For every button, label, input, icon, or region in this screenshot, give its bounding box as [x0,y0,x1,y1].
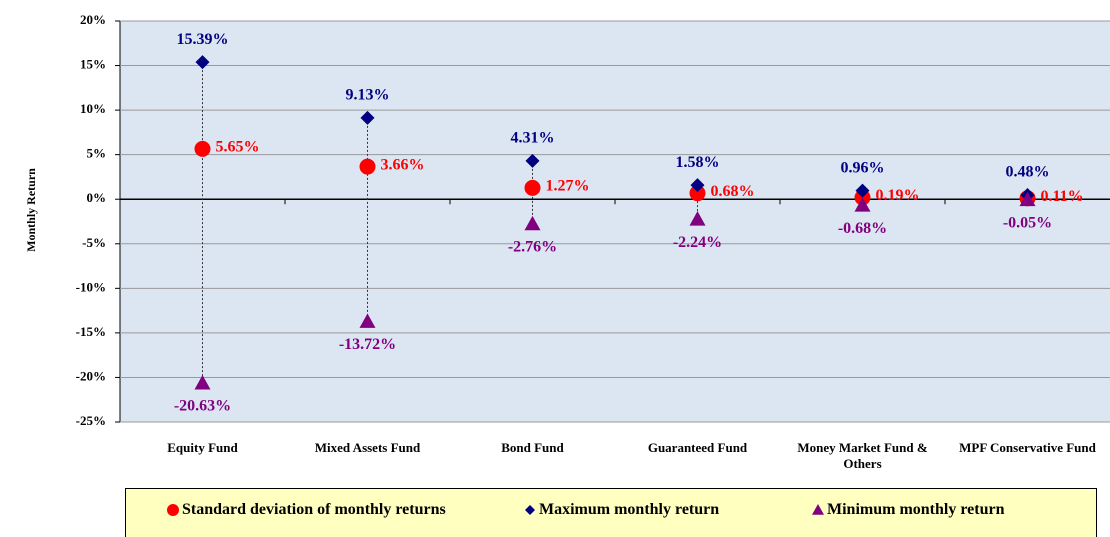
data-label: -2.76% [508,238,557,255]
legend-item: Standard deviation of monthly returns [166,501,446,519]
legend-marker [167,504,179,516]
marker [359,313,376,328]
legend-label: Minimum monthly return [827,501,1005,518]
data-label: 0.48% [1006,164,1050,181]
marker [167,504,179,516]
y-tick-label: -25% [76,413,106,428]
y-tick-label: 0% [87,190,107,205]
marker [855,183,870,198]
legend-marker [812,504,824,515]
legend-label: Standard deviation of monthly returns [182,501,446,518]
y-tick-label: 10% [80,101,106,116]
y-tick-label: -10% [76,279,106,294]
marker [525,505,535,515]
marker [360,110,375,125]
data-label: 9.13% [346,87,390,104]
y-tick-label: -5% [82,235,106,250]
data-label: 1.27% [546,178,590,195]
marker [359,158,376,175]
plot-area [119,20,1110,423]
y-tick-label: -20% [76,368,106,383]
data-label: 1.58% [676,154,720,171]
data-label: 4.31% [511,129,555,146]
data-label: -2.24% [673,234,722,251]
marker [524,215,541,231]
data-label: -20.63% [174,398,231,415]
data-label: 3.66% [381,156,425,173]
y-tick-label: 15% [80,57,106,72]
data-label: -0.05% [1003,214,1052,231]
x-tick-label: Mixed Assets Fund [314,440,421,455]
marker [525,153,540,168]
y-tick-label: 5% [87,146,107,161]
y-tick-label: -15% [76,324,106,339]
marker [1019,191,1036,207]
data-label: 0.19% [876,187,920,204]
marker [854,197,871,212]
marker [812,504,824,515]
y-tick-label: 20% [80,12,106,27]
data-label: 15.39% [177,31,229,48]
data-label: 0.96% [841,159,885,176]
marker [524,179,541,196]
legend-label: Maximum monthly return [539,501,720,518]
marker [194,375,211,390]
legend-marker [525,505,535,515]
marker [194,140,211,157]
legend-item: Minimum monthly return [811,501,1004,519]
marker [689,211,706,226]
marker [195,55,210,70]
data-label: 0.68% [711,183,755,200]
legend-item: Maximum monthly return [523,501,719,519]
marker [689,185,706,202]
y-axis-label: Monthly Return [24,168,38,252]
x-tick-label: Bond Fund [501,440,564,455]
data-label: -13.72% [339,336,396,353]
x-tick-label: Equity Fund [167,440,238,455]
data-label: -0.68% [838,220,887,237]
data-label: 5.65% [216,139,260,156]
x-tick-label: MPF Conservative Fund [959,440,1096,455]
x-tick-label: Money Market Fund & Others [797,440,928,471]
legend: Standard deviation of monthly returns Max… [125,488,1097,537]
data-label: 0.11% [1041,188,1084,205]
marker [690,178,705,193]
x-tick-label: Guaranteed Fund [647,440,748,455]
